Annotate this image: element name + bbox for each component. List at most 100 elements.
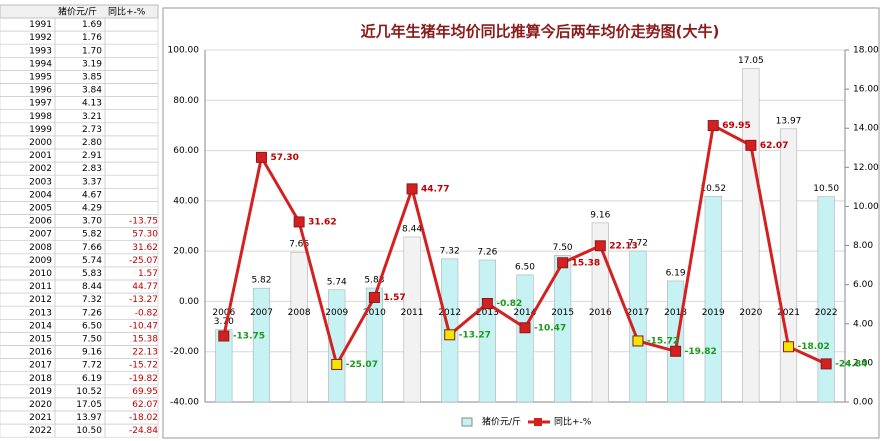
price-cell: 7.50 (82, 334, 102, 344)
x-tick-label: 2014 (514, 308, 537, 318)
year-cell: 2016 (29, 348, 52, 358)
yoy-cell: -18.02 (129, 413, 158, 423)
price-cell: 7.26 (82, 308, 102, 318)
y-tick-label: 20.00 (173, 247, 199, 257)
line-value-label: -19.82 (685, 347, 717, 357)
header-cell: 同比+-% (108, 6, 146, 18)
yoy-cell: -10.47 (129, 321, 158, 331)
bar-value-label: 6.19 (666, 268, 686, 278)
bar-value-label: 7.26 (477, 248, 497, 258)
year-cell: 2013 (29, 308, 52, 318)
price-cell: 8.44 (82, 282, 102, 292)
x-tick-label: 2019 (702, 308, 725, 318)
year-cell: 1995 (29, 72, 52, 82)
year-cell: 1997 (29, 99, 52, 109)
bar (554, 255, 572, 403)
price-cell: 6.19 (82, 374, 102, 384)
price-cell: 13.97 (76, 413, 102, 423)
price-cell: 4.29 (82, 203, 102, 213)
bar-value-label: 8.44 (402, 224, 422, 234)
year-cell: 1992 (29, 33, 52, 43)
year-cell: 1998 (29, 112, 52, 122)
yoy-cell: 22.13 (132, 348, 158, 358)
line-marker (783, 341, 795, 353)
bar-value-label: 17.05 (738, 56, 764, 66)
yoy-cell: 57.30 (132, 230, 158, 240)
price-cell: 1.70 (82, 46, 102, 56)
y2-tick-label: 12.00 (853, 163, 879, 173)
bar (403, 236, 421, 403)
price-cell: 3.37 (82, 177, 102, 187)
year-cell: 2000 (29, 138, 52, 148)
y2-tick-label: 6.00 (853, 280, 873, 290)
header-cell: 猪价元/斤 (58, 6, 97, 18)
price-cell: 6.50 (82, 321, 102, 331)
price-cell: 3.85 (82, 72, 102, 82)
year-cell: 1999 (29, 125, 52, 135)
bar (629, 250, 647, 403)
year-cell: 2022 (29, 426, 52, 436)
x-tick-label: 2011 (401, 308, 424, 318)
line-marker (331, 358, 343, 370)
year-cell: 1993 (29, 46, 52, 56)
yoy-cell: 69.95 (132, 387, 158, 397)
yoy-cell: 44.77 (132, 282, 158, 292)
bar (817, 196, 835, 403)
line-value-label: -13.75 (233, 332, 265, 342)
year-cell: 2012 (29, 295, 52, 305)
chart-title: 近几年生猪年均价同比推算今后两年均价走势图(大牛) (361, 23, 720, 41)
yoy-cell: 62.07 (132, 400, 158, 410)
price-cell: 2.83 (82, 164, 102, 174)
year-cell: 2020 (29, 400, 52, 410)
bar (591, 222, 609, 403)
yoy-cell: -24.84 (129, 426, 158, 436)
price-cell: 2.91 (82, 151, 102, 161)
line-value-label: -10.47 (534, 323, 566, 333)
price-cell: 3.70 (82, 217, 102, 227)
year-cell: 2009 (29, 256, 52, 266)
price-cell: 5.83 (82, 269, 102, 279)
bar (779, 128, 798, 403)
year-cell: 1994 (29, 59, 52, 69)
line-marker (707, 120, 719, 132)
line-value-label: 1.57 (383, 293, 405, 303)
bar-value-label: 7.32 (440, 246, 460, 256)
legend-marker (534, 418, 542, 426)
line-marker (481, 297, 493, 309)
y2-tick-label: 0.00 (853, 398, 873, 408)
line-marker (293, 216, 305, 228)
bar-value-label: 7.66 (289, 240, 309, 250)
year-cell: 2021 (29, 413, 52, 423)
line-marker (745, 139, 757, 151)
line-marker (444, 329, 456, 341)
x-tick-label: 2012 (438, 308, 461, 318)
bar-value-label: 7.72 (628, 239, 648, 249)
price-cell: 1.69 (82, 20, 102, 30)
year-cell: 2010 (29, 269, 52, 279)
x-tick-label: 2013 (476, 308, 499, 318)
x-tick-label: 2006 (212, 308, 235, 318)
price-cell: 5.82 (82, 230, 102, 240)
y-tick-label: 40.00 (173, 196, 199, 206)
line-value-label: -13.27 (459, 330, 491, 340)
legend-label: 猪价元/斤 (482, 416, 521, 428)
line-marker (820, 358, 832, 370)
bar-value-label: 5.83 (364, 275, 384, 285)
line-value-label: 22.13 (609, 241, 637, 251)
yoy-cell: -0.82 (135, 308, 158, 318)
price-cell: 2.80 (82, 138, 102, 148)
year-cell: 2011 (29, 282, 52, 292)
bar (742, 68, 760, 403)
x-tick-label: 2007 (250, 308, 273, 318)
line-marker (670, 345, 682, 357)
bar-value-label: 6.50 (515, 262, 535, 272)
line-value-label: 57.30 (270, 153, 298, 163)
yoy-cell: 15.38 (132, 334, 158, 344)
y-tick-label: 80.00 (173, 96, 199, 106)
bar (704, 195, 722, 403)
price-cell: 9.16 (82, 348, 102, 358)
year-cell: 2002 (29, 164, 52, 174)
legend-swatch (461, 417, 473, 427)
price-cell: 7.66 (82, 243, 102, 253)
